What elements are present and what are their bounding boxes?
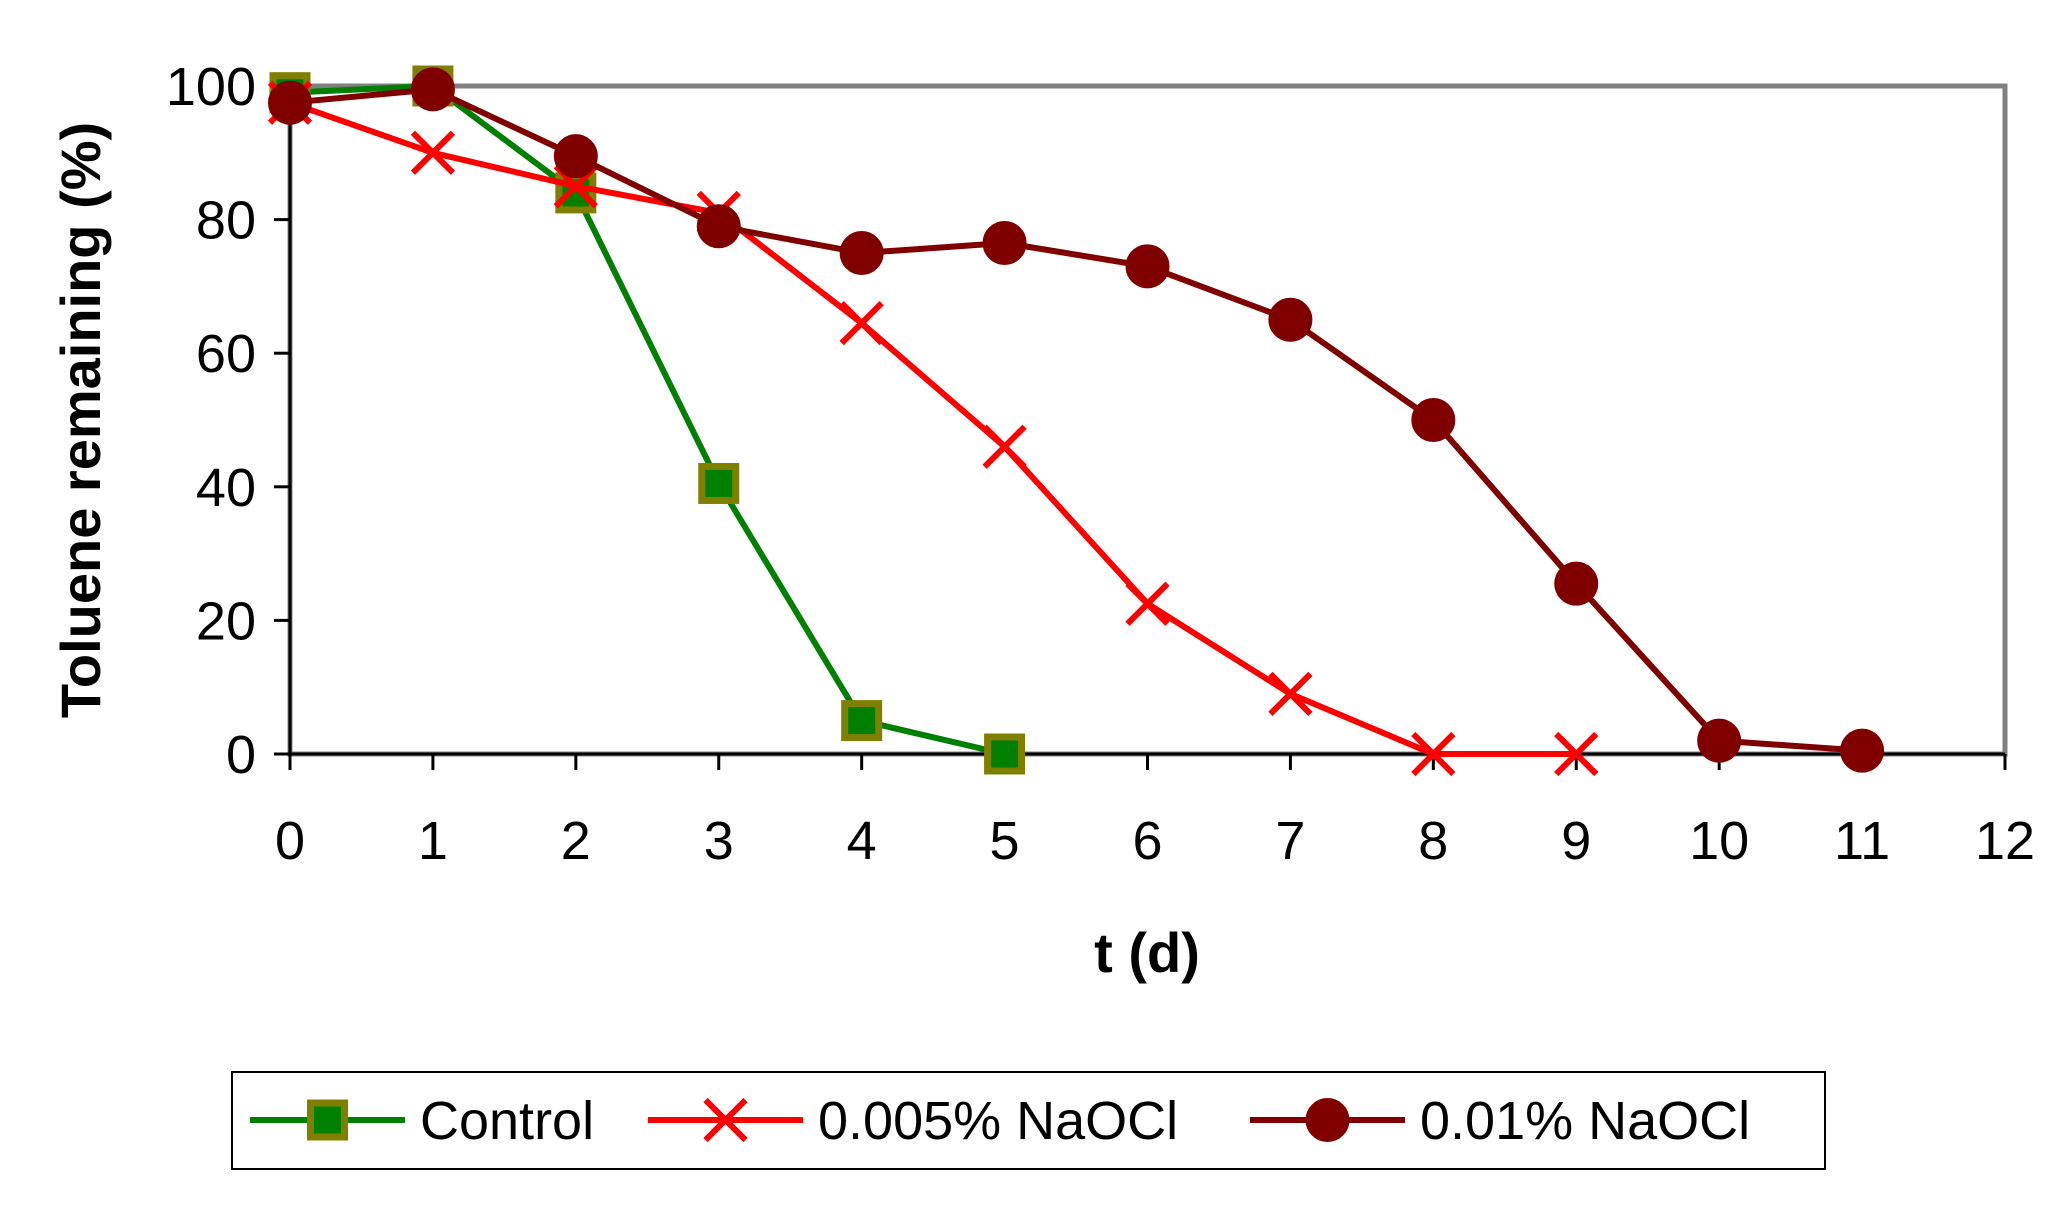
data-point-0-005-naocl	[410, 130, 456, 175]
data-point-control	[984, 733, 1026, 775]
x-tick-label: 8	[1418, 811, 1448, 871]
series-layer	[267, 65, 1885, 777]
legend-item-0-005-naocl: 0.005% NaOCl	[648, 1091, 1178, 1151]
data-point-0-005-naocl	[1411, 731, 1456, 777]
data-point-0-01-naocl	[1411, 398, 1456, 442]
x-tick-label: 2	[561, 811, 591, 871]
data-point-0-005-naocl	[1125, 581, 1170, 626]
series-0-01-naocl	[268, 67, 1885, 773]
data-point-0-005-naocl-stroke-b	[1554, 731, 1599, 777]
data-point-0-005-naocl-stroke-b	[1411, 731, 1456, 777]
data-point-0-01-naocl	[1697, 718, 1742, 763]
legend-marker	[703, 1097, 748, 1143]
x-tick-label: 7	[1275, 811, 1305, 871]
series-line-control	[289, 83, 1006, 757]
x-tick-label: 10	[1689, 811, 1749, 871]
data-point-0-01-naocl	[1840, 728, 1885, 773]
plot-area	[287, 83, 2008, 757]
y-tick-label: 80	[196, 191, 256, 251]
x-tick-label: 0	[275, 811, 305, 871]
legend-item-control: Control	[250, 1091, 594, 1151]
data-point-0-01-naocl	[553, 134, 598, 179]
legend-marker	[1305, 1098, 1350, 1142]
x-tick-label: 6	[1132, 811, 1162, 871]
x-tick-label: 4	[847, 811, 877, 871]
data-point-0-01-naocl	[1268, 297, 1313, 342]
data-point-0-005-naocl-stroke-b	[982, 424, 1027, 469]
x-tick-label: 3	[704, 811, 734, 871]
data-point-0-01-naocl	[1125, 244, 1170, 289]
y-tick-label: 60	[196, 324, 256, 384]
data-point-0-01-naocl	[268, 80, 312, 125]
legend: Control 0.005% NaOCl 0.01% NaOCl	[231, 1071, 1826, 1170]
data-point-0-01-naocl	[1554, 561, 1599, 606]
data-point-0-005-naocl-stroke-b	[1125, 581, 1170, 626]
legend-marker	[307, 1099, 348, 1141]
data-point-0-01-naocl	[982, 220, 1027, 265]
x-tick-label: 12	[1975, 811, 2035, 871]
data-point-0-005-naocl	[1554, 731, 1599, 777]
data-point-0-005-naocl	[982, 424, 1027, 469]
series-line-0-01-naocl	[289, 86, 1863, 754]
legend-label: 0.005% NaOCl	[818, 1091, 1178, 1151]
y-tick-label: 40	[196, 458, 256, 518]
x-tick-label: 5	[990, 811, 1020, 871]
data-point-control	[841, 700, 883, 742]
y-axis-ticks: 0 20 40 60 80 100	[166, 57, 290, 785]
data-point-0-01-naocl	[410, 67, 455, 112]
x-axis-ticks: 0 1 2 3 4 5 6 7 8 9 10 11 12	[275, 754, 2035, 871]
legend-label: 0.01% NaOCl	[1420, 1091, 1750, 1151]
legend-label: Control	[420, 1091, 594, 1151]
data-point-0-01-naocl	[696, 204, 741, 249]
y-axis-title: Toluene remaining (%)	[49, 122, 112, 718]
y-tick-label: 20	[196, 591, 256, 651]
y-tick-label: 100	[166, 57, 256, 117]
x-tick-label: 11	[1834, 811, 1890, 871]
data-point-0-005-naocl-stroke-b	[839, 301, 884, 346]
data-point-0-005-naocl-stroke-b	[1268, 671, 1313, 717]
legend-marker-stroke-b	[703, 1097, 748, 1143]
series-line-0-005-naocl	[289, 99, 1577, 757]
data-point-0-005-naocl	[839, 301, 884, 346]
data-point-0-005-naocl	[1268, 671, 1313, 717]
legend-box	[231, 1071, 1826, 1170]
y-tick-label: 0	[226, 725, 256, 785]
x-tick-label: 1	[418, 811, 448, 871]
legend-item-0-01-naocl: 0.01% NaOCl	[1250, 1091, 1750, 1151]
data-point-0-01-naocl	[839, 231, 884, 275]
data-point-0-005-naocl-stroke-b	[410, 130, 456, 175]
x-axis-title: t (d)	[1094, 921, 1200, 984]
legend-items: Control 0.005% NaOCl 0.01% NaOCl	[250, 1091, 1750, 1151]
x-tick-label: 9	[1561, 811, 1591, 871]
data-point-control	[698, 462, 740, 504]
